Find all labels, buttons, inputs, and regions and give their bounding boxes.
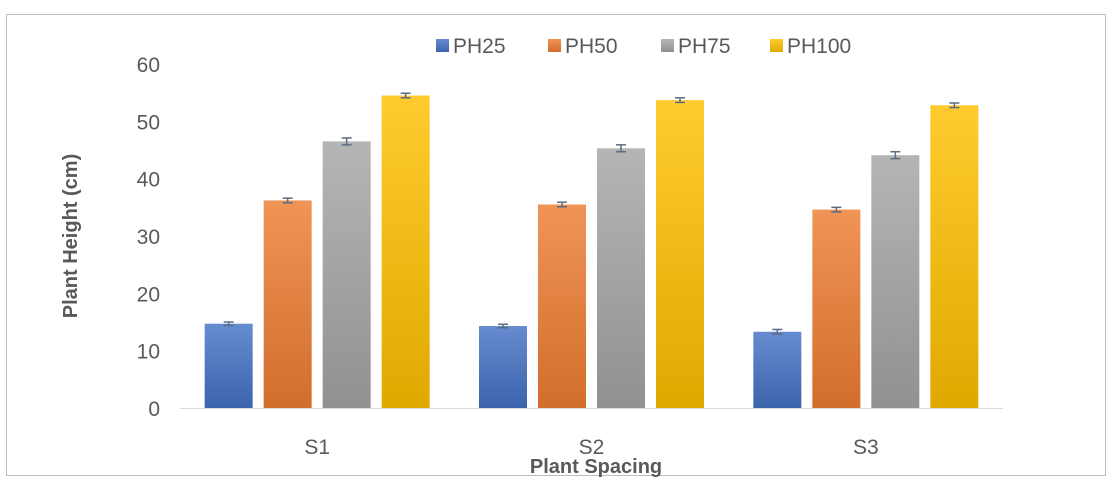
legend: PH25 PH50 PH75 PH100 [436,35,851,58]
bar-ph25-s3 [753,331,802,408]
y-tick-label: 30 [137,226,160,249]
bars [204,92,979,409]
legend-swatch-ph50 [548,39,561,52]
y-axis: 0 10 20 30 40 50 60 [137,54,160,421]
y-tick-label: 40 [137,169,160,192]
y-tick-label: 0 [148,398,160,421]
bar-ph50-s2 [538,204,586,408]
bar-ph25-s1 [204,323,253,408]
bar-ph75-s2 [597,148,645,408]
legend-swatch-ph100 [770,39,783,52]
bar-ph100-s1 [381,95,430,409]
x-tick-label: S3 [853,436,879,459]
legend-label-ph100: PH100 [787,35,851,58]
bar-ph25-s2 [479,326,527,408]
x-axis-title: Plant Spacing [530,456,662,478]
x-tick-label: S2 [579,436,605,459]
y-tick-label: 50 [137,111,160,134]
legend-label-ph50: PH50 [565,35,618,58]
y-tick-label: 10 [137,341,160,364]
legend-swatch-ph75 [661,39,674,52]
bar-ph75-s3 [871,155,920,408]
legend-label-ph75: PH75 [678,35,731,58]
bar-ph75-s1 [322,141,371,408]
y-tick-label: 20 [137,283,160,306]
x-axis: S1 S2 S3 [180,408,1003,459]
x-tick-label: S1 [304,436,330,459]
bar-ph50-s1 [263,200,312,408]
y-axis-title: Plant Height (cm) [60,154,82,318]
bar-ph100-s3 [930,105,979,408]
legend-label-ph25: PH25 [453,35,506,58]
bar-ph50-s3 [812,209,861,408]
bar-ph100-s2 [656,100,704,409]
legend-swatch-ph25 [436,39,449,52]
y-tick-label: 60 [137,54,160,77]
